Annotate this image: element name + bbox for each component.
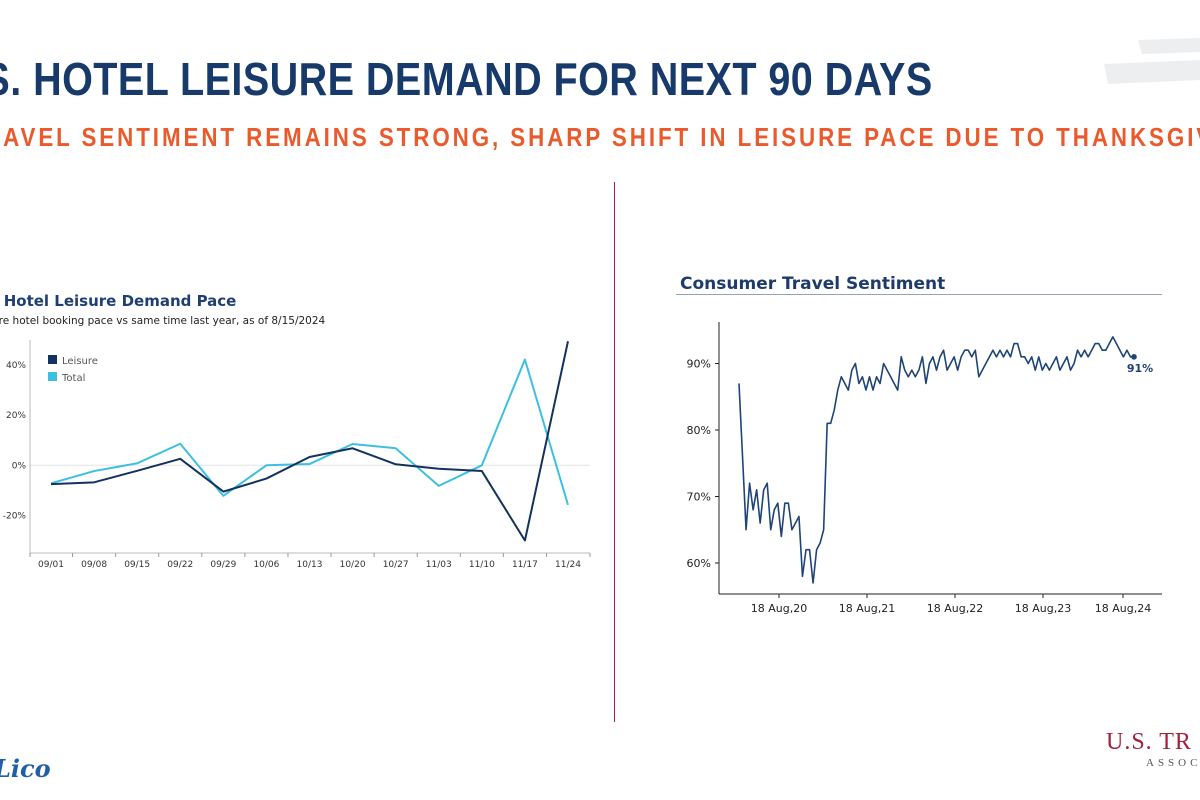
page-title: .S. HOTEL LEISURE DEMAND FOR NEXT 90 DAY… bbox=[0, 53, 933, 105]
y-tick-label: 80% bbox=[687, 424, 711, 437]
y-tick-label: 0% bbox=[12, 461, 27, 471]
y-tick-label: 90% bbox=[687, 358, 711, 371]
y-tick-label: 20% bbox=[6, 411, 26, 421]
sentiment-line bbox=[738, 336, 1134, 584]
x-tick-label: 09/22 bbox=[167, 560, 193, 570]
x-tick-label: 18 Aug,23 bbox=[1015, 602, 1071, 615]
x-tick-label: 10/13 bbox=[297, 560, 323, 570]
x-tick-label: 11/10 bbox=[469, 560, 495, 570]
page-subtitle: RAVEL SENTIMENT REMAINS STRONG, SHARP SH… bbox=[0, 122, 1200, 152]
sentiment-title-rule bbox=[676, 294, 1162, 295]
end-value-label: 91% bbox=[1127, 362, 1153, 375]
brush-stroke-top bbox=[1138, 38, 1200, 54]
legend-label-total: Total bbox=[61, 373, 85, 384]
y-tick-label: 60% bbox=[687, 557, 711, 570]
x-tick-label: 11/24 bbox=[555, 560, 581, 570]
leisure-demand-chart: -20% 0% 20% 40% 09/01 09/08 09/15 09/22 09/29 10/… bbox=[3, 340, 591, 570]
x-tick-label: 09/01 bbox=[38, 560, 64, 570]
left-logo: Lico bbox=[0, 754, 51, 783]
x-tick-label: 18 Aug,24 bbox=[1095, 602, 1151, 615]
x-tick-label: 11/17 bbox=[512, 560, 538, 570]
y-tick-label: -20% bbox=[3, 511, 27, 521]
section-divider bbox=[614, 182, 615, 722]
brush-stroke-bottom bbox=[1104, 60, 1200, 84]
leisure-chart-title: S. Hotel Leisure Demand Pace bbox=[0, 292, 237, 310]
x-tick-label: 11/03 bbox=[426, 560, 452, 570]
series-line-leisure bbox=[50, 341, 569, 542]
x-tick-label: 10/20 bbox=[340, 560, 366, 570]
end-point-marker bbox=[1131, 354, 1137, 360]
legend-swatch-leisure bbox=[48, 355, 57, 364]
x-tick-label: 09/08 bbox=[81, 560, 107, 570]
x-tick-label: 09/15 bbox=[124, 560, 150, 570]
x-tick-label: 10/27 bbox=[383, 560, 409, 570]
x-tick-label: 18 Aug,21 bbox=[839, 602, 895, 615]
x-tick-label: 09/29 bbox=[210, 560, 236, 570]
right-logo: U.S. TR bbox=[1106, 729, 1192, 755]
sentiment-chart-title: Consumer Travel Sentiment bbox=[680, 274, 946, 294]
x-tick-label: 10/06 bbox=[253, 560, 279, 570]
decorative-brush-mark bbox=[1104, 38, 1200, 84]
y-tick-label: 40% bbox=[6, 361, 26, 371]
y-tick-label: 70% bbox=[687, 491, 711, 504]
legend-label-leisure: Leisure bbox=[62, 356, 98, 367]
x-tick-label: 18 Aug,20 bbox=[751, 602, 807, 615]
right-logo-subtext: ASSOCI bbox=[1146, 757, 1200, 769]
x-tick-label: 18 Aug,22 bbox=[927, 602, 983, 615]
legend-swatch-total bbox=[48, 372, 57, 381]
leisure-chart-subtitle: ure hotel booking pace vs same time last… bbox=[0, 315, 326, 327]
series-line-total bbox=[50, 358, 569, 506]
